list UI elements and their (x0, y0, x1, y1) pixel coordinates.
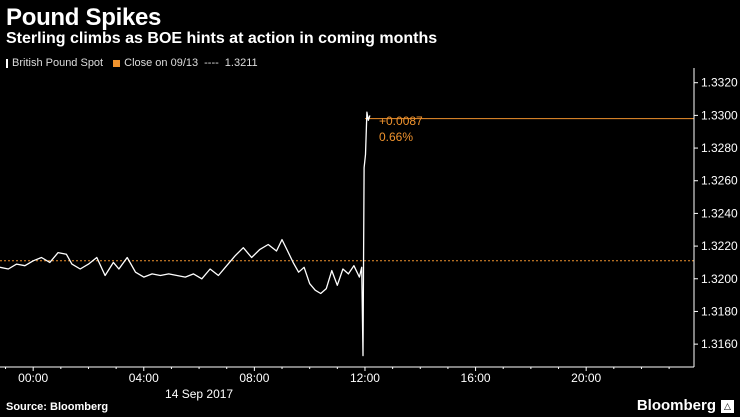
tick-labels: 1.3320 1.3300 1.3280 1.3260 1.3240 1.3220 1.32… (18, 76, 738, 401)
y-tick-label: 1.3180 (701, 304, 738, 318)
brand-logo: Bloomberg (636, 397, 716, 414)
reference-lines (0, 118, 694, 262)
reference-swatch-icon (113, 59, 121, 67)
y-tick-label: 1.3200 (701, 272, 738, 286)
x-tick-label: 04:00 (129, 371, 159, 385)
y-tick-label: 1.3320 (701, 76, 738, 90)
legend: British Pound Spot Close on 09/13 ---- 1… (6, 57, 258, 69)
source-note: Source: Bloomberg (6, 401, 109, 413)
y-tick-label: 1.3220 (701, 239, 738, 253)
series-lines (0, 111, 371, 357)
change-pct-annotation: 0.66% (379, 130, 413, 144)
legend-close-label: Close on 09/13 (124, 57, 199, 69)
series-line-british-pound-spot (0, 111, 371, 357)
x-tick-label: 20:00 (571, 371, 601, 385)
axes (0, 68, 698, 371)
x-date-label: 14 Sep 2017 (165, 387, 233, 401)
y-tick-label: 1.3300 (701, 108, 738, 122)
y-tick-label: 1.3160 (701, 337, 738, 351)
chart-title: Pound Spikes (6, 4, 162, 31)
bloomberg-terminal-icon: △ (721, 400, 734, 413)
y-tick-label: 1.3280 (701, 141, 738, 155)
y-tick-label: 1.3240 (701, 206, 738, 220)
x-tick-label: 16:00 (461, 371, 491, 385)
legend-close-value: 1.3211 (224, 57, 258, 69)
x-tick-label: 00:00 (18, 371, 48, 385)
y-tick-label: 1.3260 (701, 174, 738, 188)
x-tick-label: 12:00 (350, 371, 380, 385)
x-tick-label: 08:00 (239, 371, 269, 385)
legend-close-dashes: ---- (204, 57, 219, 69)
chart-subtitle: Sterling climbs as BOE hints at action i… (6, 30, 438, 47)
legend-series-label: British Pound Spot (12, 57, 104, 69)
series-swatch-icon (6, 58, 8, 68)
change-annotation: +0.0087 (379, 114, 423, 128)
